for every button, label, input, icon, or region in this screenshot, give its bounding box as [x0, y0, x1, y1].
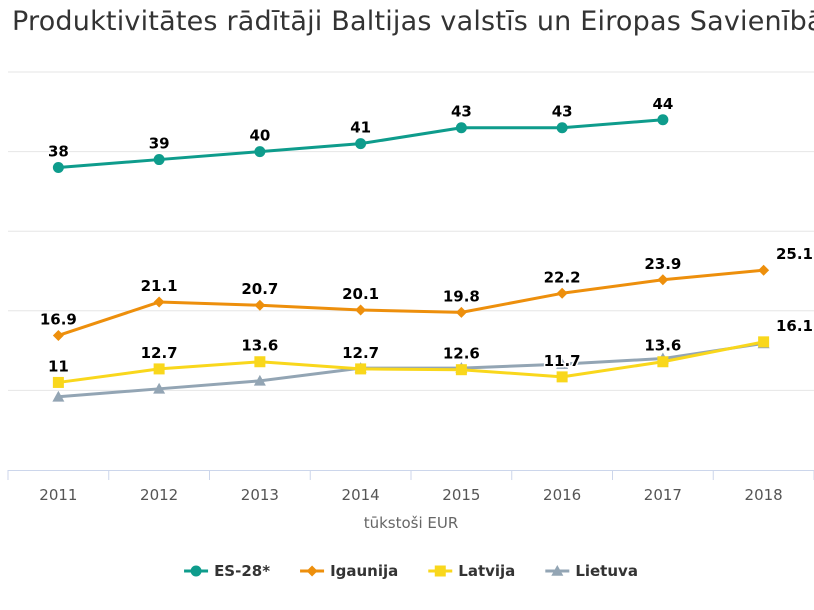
legend-label-es-28: ES-28* — [214, 562, 270, 580]
data-point-es-28-2011 — [52, 162, 64, 174]
x-axis-title: tūkstoši EUR — [364, 514, 459, 532]
data-point-es-28-2014 — [355, 138, 367, 150]
data-point-lietuva-2011 — [52, 390, 65, 402]
grid-lines — [8, 71, 814, 391]
series-igaunija — [52, 264, 770, 341]
chart-title: Produktivitātes rādītāji Baltijas valstī… — [12, 6, 814, 37]
data-point-lietuva-2012 — [153, 382, 166, 394]
legend-symbol-lietuva — [551, 565, 564, 576]
data-labels: 11 12.7 13.6 12.7 12.6 11.7 13.6 16.1 16.9 21.1 20… — [38, 93, 814, 377]
x-tick-label-2011: 2011 — [39, 486, 77, 504]
legend-symbol-igaunija — [306, 565, 318, 577]
data-point-latvija-2013 — [254, 356, 266, 368]
legend-item-igaunija[interactable]: Igaunija — [300, 562, 398, 580]
series-layer — [52, 114, 770, 402]
data-point-latvija-2011 — [52, 376, 64, 388]
x-axis: 2011 2012 2013 2014 2015 2016 2017 2018 — [7, 470, 814, 504]
data-label-es-28-2017: 44 — [652, 95, 673, 113]
data-point-latvija-2016 — [556, 371, 568, 383]
series-es-28 — [52, 114, 669, 174]
legend-label-lietuva: Lietuva — [575, 562, 638, 580]
x-tick-label-2016: 2016 — [543, 486, 581, 504]
data-label-igaunija-2017: 23.9 — [644, 255, 681, 273]
data-label-igaunija-2014: 20.1 — [342, 285, 379, 303]
legend-symbol-es-28 — [190, 565, 202, 577]
series-line-igaunija — [56, 268, 766, 337]
data-point-es-28-2012 — [153, 154, 165, 166]
data-label-latvija-2016: 11.7 — [544, 352, 581, 370]
legend-label-latvija: Latvija — [458, 562, 515, 580]
data-point-igaunija-2018 — [758, 264, 770, 276]
data-point-igaunija-2012 — [153, 296, 165, 308]
data-label-latvija-2018: 16.1 — [776, 317, 813, 335]
data-label-es-28-2014: 41 — [350, 119, 371, 137]
x-tick-label-2017: 2017 — [644, 486, 682, 504]
data-label-latvija-2013: 13.6 — [241, 337, 278, 355]
data-label-latvija-2017: 13.6 — [644, 337, 681, 355]
legend[interactable]: ES-28* Igaunija Latvija Lietuva — [184, 562, 638, 580]
data-label-igaunija-2015: 19.8 — [443, 287, 480, 305]
series-line-latvija — [56, 340, 766, 384]
data-point-igaunija-2014 — [355, 304, 367, 316]
legend-label-igaunija: Igaunija — [330, 562, 398, 580]
data-point-es-28-2013 — [254, 146, 266, 158]
data-label-igaunija-2012: 21.1 — [141, 277, 178, 295]
data-point-lietuva-2013 — [253, 374, 266, 386]
legend-item-es-28[interactable]: ES-28* — [184, 562, 270, 580]
data-label-igaunija-2018: 25.1 — [776, 245, 813, 263]
data-label-igaunija-2011: 16.9 — [40, 310, 77, 328]
data-point-latvija-2018 — [758, 336, 770, 348]
data-label-es-28-2015: 43 — [451, 103, 472, 121]
data-label-es-28-2012: 39 — [149, 135, 170, 153]
data-label-latvija-2011: 11 — [48, 357, 69, 375]
data-point-latvija-2015 — [455, 364, 467, 376]
data-point-igaunija-2011 — [52, 329, 64, 341]
data-point-igaunija-2015 — [455, 306, 467, 318]
data-point-lietuva-2016 — [556, 358, 569, 369]
data-label-es-28-2016: 43 — [552, 103, 573, 121]
data-point-latvija-2014 — [355, 363, 367, 375]
x-tick-label-2013: 2013 — [241, 486, 279, 504]
data-label-es-28-2011: 38 — [48, 143, 69, 161]
data-point-igaunija-2013 — [254, 299, 266, 311]
data-point-es-28-2015 — [455, 122, 467, 134]
data-label-latvija-2012: 12.7 — [141, 344, 178, 362]
data-point-igaunija-2016 — [556, 287, 568, 299]
x-tick-label-2018: 2018 — [745, 486, 783, 504]
data-point-latvija-2012 — [153, 363, 165, 375]
data-label-igaunija-2016: 22.2 — [544, 268, 581, 286]
data-label-latvija-2015: 12.6 — [443, 345, 480, 363]
data-label-es-28-2013: 40 — [249, 127, 270, 145]
x-tick-label-2014: 2014 — [342, 486, 380, 504]
series-latvija — [52, 336, 770, 388]
data-point-latvija-2017 — [657, 356, 669, 368]
data-point-es-28-2017 — [657, 114, 669, 126]
x-tick-label-2012: 2012 — [140, 486, 178, 504]
data-label-igaunija-2013: 20.7 — [241, 280, 278, 298]
data-point-igaunija-2017 — [657, 274, 669, 286]
legend-item-lietuva[interactable]: Lietuva — [545, 562, 638, 580]
data-point-es-28-2016 — [556, 122, 568, 134]
data-label-latvija-2014: 12.7 — [342, 344, 379, 362]
legend-item-latvija[interactable]: Latvija — [428, 562, 515, 580]
legend-symbol-latvija — [434, 565, 446, 577]
x-tick-label-2015: 2015 — [442, 486, 480, 504]
